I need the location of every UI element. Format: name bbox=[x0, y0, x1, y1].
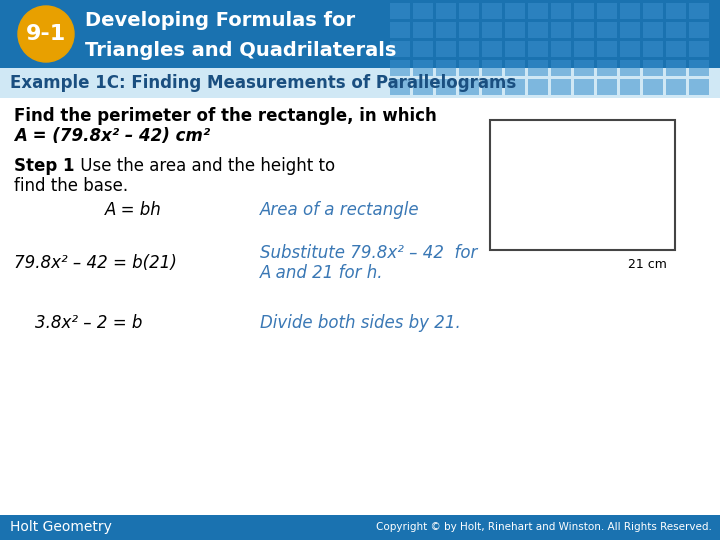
Bar bbox=[597, 60, 617, 76]
Bar bbox=[574, 41, 594, 57]
Text: Use the area and the height to: Use the area and the height to bbox=[75, 157, 335, 175]
Bar bbox=[551, 79, 571, 95]
Bar bbox=[643, 22, 663, 38]
Bar bbox=[505, 60, 525, 76]
Text: 3.8x² – 2 = b: 3.8x² – 2 = b bbox=[35, 314, 143, 332]
Bar bbox=[597, 3, 617, 19]
Bar bbox=[528, 22, 548, 38]
Bar bbox=[505, 22, 525, 38]
Bar bbox=[436, 79, 456, 95]
Text: 21 cm: 21 cm bbox=[628, 258, 667, 271]
Bar bbox=[666, 60, 686, 76]
Text: Find the perimeter of the rectangle, in which: Find the perimeter of the rectangle, in … bbox=[14, 107, 437, 125]
Bar bbox=[689, 3, 709, 19]
Bar bbox=[528, 41, 548, 57]
Bar bbox=[436, 22, 456, 38]
Bar bbox=[597, 22, 617, 38]
Bar bbox=[482, 41, 502, 57]
Bar bbox=[413, 79, 433, 95]
Circle shape bbox=[18, 6, 74, 62]
Text: Copyright © by Holt, Rinehart and Winston. All Rights Reserved.: Copyright © by Holt, Rinehart and Winsto… bbox=[376, 523, 712, 532]
Bar bbox=[551, 3, 571, 19]
Bar bbox=[620, 60, 640, 76]
Text: Area of a rectangle: Area of a rectangle bbox=[260, 201, 420, 219]
Bar bbox=[574, 60, 594, 76]
Text: 79.8x² – 42 = b(21): 79.8x² – 42 = b(21) bbox=[14, 254, 177, 272]
Bar bbox=[620, 22, 640, 38]
Bar bbox=[620, 41, 640, 57]
Bar bbox=[643, 41, 663, 57]
Bar bbox=[597, 79, 617, 95]
Bar bbox=[689, 41, 709, 57]
Bar bbox=[666, 3, 686, 19]
Bar bbox=[620, 79, 640, 95]
Bar bbox=[643, 79, 663, 95]
Bar bbox=[643, 3, 663, 19]
Bar bbox=[551, 22, 571, 38]
Bar bbox=[482, 22, 502, 38]
Bar bbox=[597, 41, 617, 57]
Bar bbox=[528, 60, 548, 76]
Bar bbox=[482, 60, 502, 76]
Bar bbox=[0, 68, 720, 98]
Bar bbox=[413, 22, 433, 38]
Bar bbox=[413, 3, 433, 19]
Text: Holt Geometry: Holt Geometry bbox=[10, 521, 112, 535]
Bar bbox=[482, 3, 502, 19]
Bar bbox=[459, 41, 479, 57]
Bar bbox=[0, 0, 720, 68]
Bar bbox=[551, 60, 571, 76]
Bar bbox=[505, 3, 525, 19]
Bar bbox=[666, 22, 686, 38]
Bar bbox=[390, 79, 410, 95]
Text: Step 1: Step 1 bbox=[14, 157, 74, 175]
Bar bbox=[689, 60, 709, 76]
Text: Example 1C: Finding Measurements of Parallelograms: Example 1C: Finding Measurements of Para… bbox=[10, 74, 516, 92]
Bar bbox=[436, 3, 456, 19]
Bar bbox=[666, 79, 686, 95]
Text: Triangles and Quadrilaterals: Triangles and Quadrilaterals bbox=[85, 40, 397, 59]
Bar bbox=[574, 22, 594, 38]
Bar bbox=[413, 41, 433, 57]
Bar bbox=[390, 3, 410, 19]
Text: 9-1: 9-1 bbox=[26, 24, 66, 44]
Bar bbox=[574, 3, 594, 19]
Bar bbox=[574, 79, 594, 95]
Bar bbox=[490, 120, 675, 250]
Bar bbox=[459, 60, 479, 76]
Bar bbox=[436, 41, 456, 57]
Bar bbox=[390, 41, 410, 57]
Bar bbox=[666, 41, 686, 57]
Bar bbox=[528, 3, 548, 19]
Text: Developing Formulas for: Developing Formulas for bbox=[85, 10, 355, 30]
Bar bbox=[620, 3, 640, 19]
Text: A and 21 for h.: A and 21 for h. bbox=[260, 264, 384, 282]
Bar bbox=[413, 60, 433, 76]
Bar bbox=[689, 79, 709, 95]
Bar bbox=[689, 22, 709, 38]
Bar bbox=[505, 79, 525, 95]
Bar bbox=[436, 60, 456, 76]
Text: A = (79.8x² – 42) cm²: A = (79.8x² – 42) cm² bbox=[14, 127, 210, 145]
Bar bbox=[505, 41, 525, 57]
Bar bbox=[459, 22, 479, 38]
Bar bbox=[482, 79, 502, 95]
Bar bbox=[390, 60, 410, 76]
Bar bbox=[643, 60, 663, 76]
Text: A = bh: A = bh bbox=[105, 201, 162, 219]
Text: Divide both sides by 21.: Divide both sides by 21. bbox=[260, 314, 461, 332]
Bar bbox=[459, 79, 479, 95]
Bar bbox=[459, 3, 479, 19]
Text: find the base.: find the base. bbox=[14, 177, 128, 195]
Text: Substitute 79.8x² – 42  for: Substitute 79.8x² – 42 for bbox=[260, 244, 477, 262]
Bar bbox=[390, 22, 410, 38]
Bar bbox=[551, 41, 571, 57]
Bar bbox=[0, 515, 720, 540]
Bar bbox=[528, 79, 548, 95]
